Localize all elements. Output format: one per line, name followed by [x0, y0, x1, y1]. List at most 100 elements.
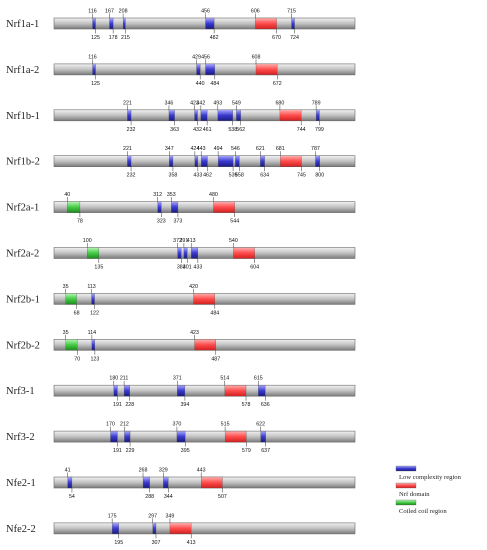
end-position-label: 637 — [261, 448, 270, 454]
low-complexity-region — [217, 155, 234, 167]
end-position-label: 288 — [145, 494, 154, 500]
start-position-label: 443 — [197, 146, 206, 152]
low-complexity-region — [177, 385, 186, 397]
end-position-label: 125 — [91, 81, 100, 87]
start-position-label: 113 — [87, 284, 95, 290]
nrf-domain — [255, 63, 278, 76]
protein-row: Nrf2b-1 35 68 113 122 420 484 — [6, 284, 356, 316]
end-position-label: 54 — [69, 494, 75, 500]
end-position-label: 672 — [273, 81, 282, 87]
nrf-domain — [201, 476, 223, 489]
end-position-label: 232 — [127, 173, 136, 179]
protein-name: Nrf1a-2 — [6, 65, 39, 76]
protein-row: Nrf1b-2 221 232 347 358 424 433 443 462 494 539 546… — [6, 146, 356, 179]
start-position-label: 212 — [120, 422, 129, 428]
low-complexity-region — [194, 155, 199, 167]
protein-name: Nrf2a-2 — [6, 249, 39, 260]
end-position-label: 135 — [94, 265, 103, 271]
start-position-label: 423 — [190, 100, 199, 106]
end-position-label: 745 — [297, 173, 306, 179]
low-complexity-region — [171, 201, 179, 213]
start-position-label: 456 — [201, 9, 210, 15]
end-position-label: 604 — [250, 265, 259, 271]
protein-name: Nrf2b-1 — [6, 294, 40, 305]
legend-item: Low complexity region — [395, 465, 462, 481]
end-position-label: 578 — [242, 402, 251, 408]
low-complexity-region — [123, 385, 130, 397]
start-position-label: 622 — [256, 422, 265, 428]
start-position-label: 329 — [159, 468, 168, 474]
end-position-label: 539 — [229, 173, 238, 179]
end-position-label: 215 — [121, 35, 130, 41]
protein-name: Nrf3-1 — [6, 386, 35, 397]
legend: Low complexity region Nrf domain Coiled co… — [395, 465, 462, 515]
protein-bar — [53, 430, 356, 443]
start-position-label: 175 — [108, 513, 117, 519]
protein-row: Nrf3-2 170 191 212 229 370 395 515 579 622 637 — [6, 422, 356, 454]
nrf-domain-swatch — [395, 482, 417, 489]
start-position-label: 347 — [165, 146, 174, 152]
start-position-label: 789 — [312, 100, 321, 106]
end-position-label: 579 — [242, 448, 251, 454]
end-position-label: 799 — [315, 127, 324, 133]
start-position-label: 429 — [192, 54, 201, 60]
protein-bar — [53, 247, 356, 259]
start-position-label: 170 — [106, 422, 115, 428]
start-position-label: 420 — [189, 284, 198, 290]
start-position-label: 35 — [63, 284, 69, 290]
low-complexity-region — [67, 476, 73, 489]
low-complexity-region — [205, 63, 215, 76]
low-complexity-region — [315, 109, 320, 121]
end-position-label: 544 — [230, 219, 239, 225]
low-complexity-region — [200, 109, 208, 121]
low-complexity-region — [201, 155, 208, 167]
end-position-label: 307 — [152, 540, 161, 546]
legend-item: Coiled coil region — [395, 499, 447, 515]
start-position-label: 546 — [231, 146, 240, 152]
end-position-label: 538 — [228, 127, 237, 133]
low-complexity-region — [91, 339, 96, 351]
start-position-label: 349 — [166, 513, 175, 519]
coiled-coil-region — [87, 247, 100, 259]
protein-name: Nrf1b-1 — [6, 111, 40, 122]
protein-bar — [53, 384, 356, 397]
protein-name: Nrf2b-2 — [6, 340, 40, 351]
protein-row: Nrf1a-1 116 125 167 178 208 215 456 482 606 670 715… — [6, 9, 356, 41]
low-complexity-region — [113, 385, 118, 397]
start-position-label: 370 — [173, 422, 182, 428]
protein-name: Nfe2-2 — [6, 524, 36, 535]
legend-label: Coiled coil region — [399, 508, 447, 515]
low-complexity-region — [109, 17, 114, 30]
start-position-label: 211 — [120, 376, 128, 382]
start-position-label: 549 — [232, 100, 241, 106]
low-complexity-region — [127, 109, 132, 121]
protein-row: Nrf1b-1 221 232 346 363 423 432 442 461 493 538 549… — [6, 100, 356, 133]
end-position-label: 68 — [74, 310, 80, 316]
end-position-label: 323 — [157, 219, 166, 225]
start-position-label: 167 — [105, 9, 114, 15]
start-position-label: 353 — [167, 192, 176, 198]
nrf-domain — [224, 430, 247, 443]
coiled-coil-region — [67, 201, 81, 213]
end-position-label: 70 — [74, 356, 80, 362]
end-position-label: 358 — [169, 173, 178, 179]
start-position-label: 456 — [201, 54, 210, 60]
low-complexity-region — [236, 109, 241, 121]
start-position-label: 540 — [229, 238, 238, 244]
protein-name: Nrf2a-1 — [6, 203, 39, 214]
start-position-label: 221 — [123, 100, 132, 106]
protein-row: Nrf2a-2 100 135 372 383 391 401 413 433 540 604 — [6, 238, 356, 271]
start-position-label: 268 — [139, 468, 148, 474]
start-position-label: 221 — [123, 146, 132, 152]
low-complexity-region — [124, 430, 131, 443]
start-position-label: 40 — [64, 192, 70, 198]
end-position-label: 800 — [315, 173, 324, 179]
legend-label: Nrf domain — [399, 491, 430, 498]
low-complexity-region — [194, 109, 198, 121]
end-position-label: 125 — [91, 35, 100, 41]
nrf-domain — [279, 109, 302, 121]
protein-row: Nrf1a-2 116 125 429 440 456 484 608 672 — [6, 54, 356, 87]
low-complexity-region — [191, 247, 199, 259]
end-position-label: 413 — [187, 540, 196, 546]
